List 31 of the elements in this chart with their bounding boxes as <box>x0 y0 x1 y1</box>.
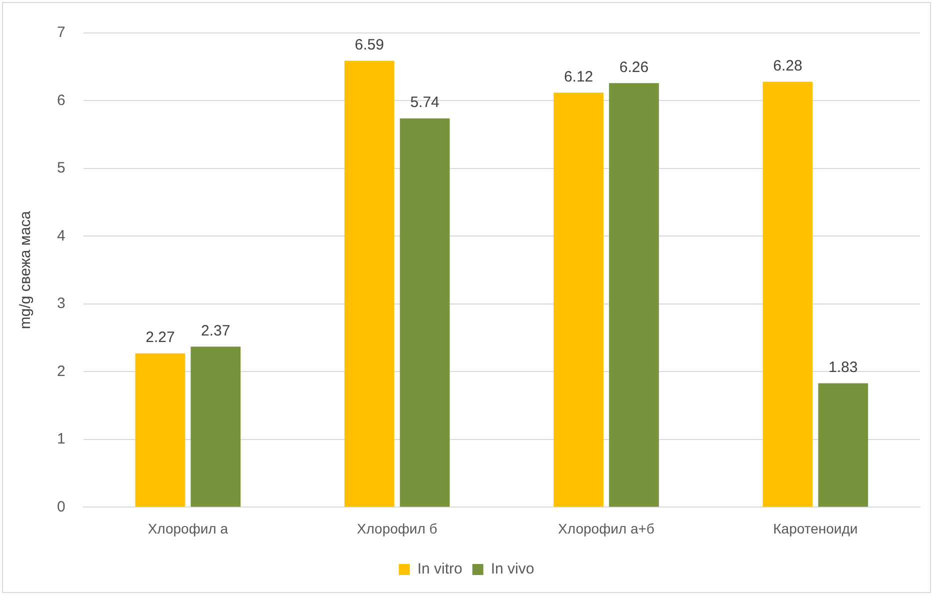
y-tick-label: 0 <box>57 498 66 516</box>
bar <box>762 82 813 507</box>
y-tick-label: 4 <box>57 227 66 244</box>
y-tick-label: 3 <box>57 295 66 312</box>
bar <box>554 92 604 507</box>
bar <box>400 118 450 507</box>
bar <box>344 60 394 507</box>
x-tick-label: Хлорофил а <box>148 520 228 536</box>
data-label: 5.74 <box>410 94 440 111</box>
x-tick-label: Хлорофил а+б <box>558 520 654 536</box>
x-tick-label: Каротеноиди <box>773 520 858 536</box>
y-tick-label: 7 <box>57 24 66 42</box>
y-axis-title: mg/g свежа маса <box>17 210 34 330</box>
y-tick-label: 6 <box>57 92 66 109</box>
bar <box>818 383 868 507</box>
data-label: 6.28 <box>773 57 802 74</box>
data-label: 1.83 <box>828 358 858 376</box>
x-tick-label: Хлорофил б <box>356 520 438 536</box>
data-label: 2.37 <box>201 322 230 340</box>
legend-label: In vitro <box>417 560 462 578</box>
bar <box>609 83 659 507</box>
data-label: 6.12 <box>564 68 594 86</box>
data-label: 2.27 <box>146 329 175 346</box>
data-label: 6.26 <box>619 58 649 76</box>
data-label: 6.59 <box>354 36 384 54</box>
bar <box>190 346 241 507</box>
bar <box>135 353 186 507</box>
legend-label: In vivo <box>490 560 534 578</box>
y-tick-label: 2 <box>57 362 66 380</box>
y-tick-label: 5 <box>57 160 66 177</box>
y-tick-label: 1 <box>57 430 66 448</box>
